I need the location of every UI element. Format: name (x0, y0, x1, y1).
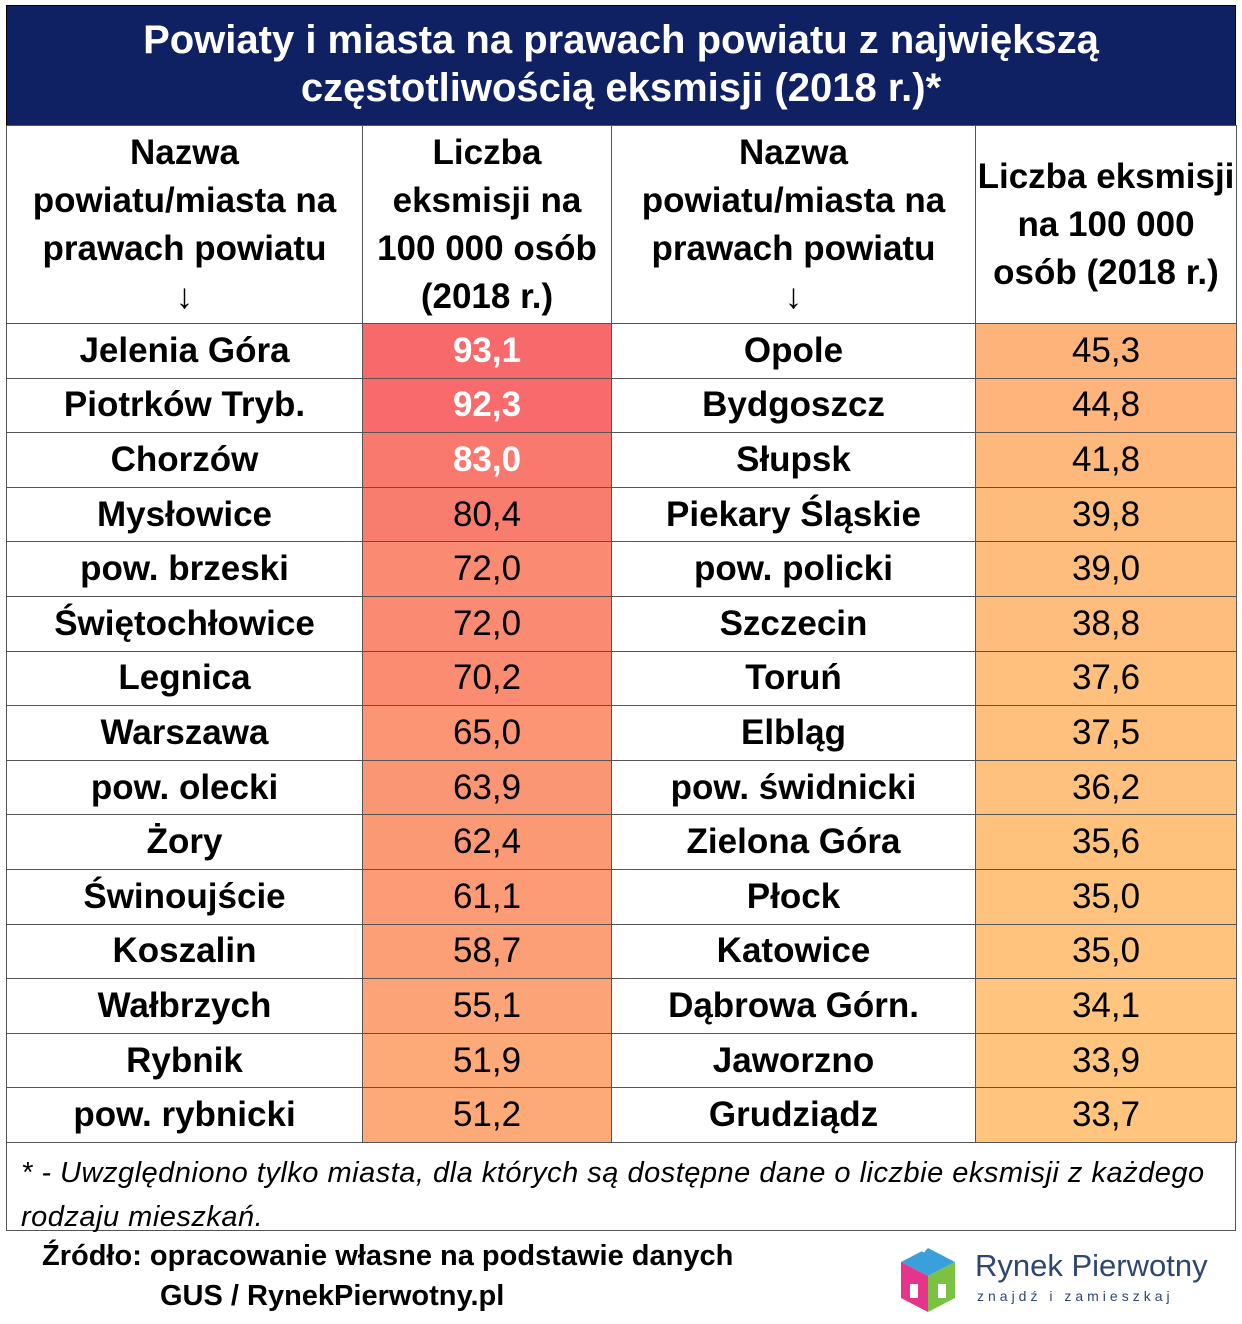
right-name-cell: Katowice (611, 923, 976, 980)
left-value-cell: 83,0 (362, 432, 612, 488)
left-value-cell: 63,9 (362, 759, 612, 816)
right-value-cell: 39,0 (975, 541, 1237, 597)
table-body: Jelenia Góra 93,1 Opole 45,3 Piotrków Tryb. 9… (6, 323, 1237, 1143)
down-arrow-icon: ↓ (784, 276, 803, 316)
right-name-cell: Opole (611, 323, 976, 379)
table-row: Świnoujście 61,1 Płock 35,0 (6, 868, 1237, 925)
right-value-cell: 39,8 (975, 486, 1237, 543)
left-value-cell: 70,2 (362, 650, 612, 707)
table-row: Mysłowice 80,4 Piekary Śląskie 39,8 (6, 486, 1237, 543)
right-name-cell: Szczecin (611, 595, 976, 652)
left-name-cell: Legnica (6, 650, 363, 707)
logo-house-icon (901, 1245, 955, 1312)
source-note: Źródło: opracowanie własne na podstawie … (20, 1236, 860, 1316)
right-value-cell: 33,7 (975, 1087, 1237, 1143)
left-value-cell: 65,0 (362, 705, 612, 761)
source-line-1: Źródło: opracowanie własne na podstawie … (42, 1240, 734, 1272)
right-value-cell: 35,0 (975, 868, 1237, 925)
header-name-right: Nazwa powiatu/miasta na prawach powiatu ↓ (611, 125, 976, 324)
right-name-cell: pow. świdnicki (611, 759, 976, 816)
header-name-left: Nazwa powiatu/miasta na prawach powiatu ↓ (6, 125, 363, 324)
left-value-cell: 58,7 (362, 923, 612, 980)
left-value-cell: 62,4 (362, 814, 612, 870)
left-value-cell: 72,0 (362, 595, 612, 652)
right-value-cell: 35,6 (975, 814, 1237, 870)
left-value-cell: 61,1 (362, 868, 612, 925)
right-name-cell: Zielona Góra (611, 814, 976, 870)
right-value-cell: 37,6 (975, 650, 1237, 707)
table-row: Legnica 70,2 Toruń 37,6 (6, 650, 1237, 707)
eviction-table: Nazwa powiatu/miasta na prawach powiatu ↓… (6, 125, 1237, 1143)
right-value-cell: 35,0 (975, 923, 1237, 980)
left-value-cell: 51,2 (362, 1087, 612, 1143)
header-row: Nazwa powiatu/miasta na prawach powiatu ↓… (6, 125, 1237, 324)
right-value-cell: 41,8 (975, 432, 1237, 488)
right-value-cell: 45,3 (975, 323, 1237, 379)
table-row: pow. rybnicki 51,2 Grudziądz 33,7 (6, 1087, 1237, 1143)
table-row: Jelenia Góra 93,1 Opole 45,3 (6, 323, 1237, 379)
right-name-cell: Jaworzno (611, 1032, 976, 1089)
left-name-cell: Żory (6, 814, 363, 870)
right-value-cell: 44,8 (975, 377, 1237, 434)
left-value-cell: 92,3 (362, 377, 612, 434)
right-name-cell: Bydgoszcz (611, 377, 976, 434)
left-name-cell: Chorzów (6, 432, 363, 488)
logo: Rynek Pierwotny znajdź i zamieszkaj (893, 1240, 1233, 1318)
header-value-left: Liczba eksmisji na 100 000 osób (2018 r.… (362, 125, 612, 324)
down-arrow-icon: ↓ (175, 276, 194, 316)
table-title: Powiaty i miasta na prawach powiatu z na… (6, 5, 1236, 126)
source-line-2: GUS / RynekPierwotny.pl (160, 1280, 505, 1312)
left-value-cell: 93,1 (362, 323, 612, 379)
table-row: Żory 62,4 Zielona Góra 35,6 (6, 814, 1237, 870)
left-value-cell: 72,0 (362, 541, 612, 597)
left-name-cell: Mysłowice (6, 486, 363, 543)
left-name-cell: Wałbrzych (6, 978, 363, 1034)
right-value-cell: 38,8 (975, 595, 1237, 652)
left-name-cell: pow. brzeski (6, 541, 363, 597)
right-name-cell: Elbląg (611, 705, 976, 761)
header-value-right: Liczba eksmisji na 100 000 osób (2018 r.… (975, 125, 1237, 324)
right-name-cell: Toruń (611, 650, 976, 707)
left-name-cell: Koszalin (6, 923, 363, 980)
left-name-cell: Warszawa (6, 705, 363, 761)
table-row: Rybnik 51,9 Jaworzno 33,9 (6, 1032, 1237, 1089)
table-row: Świętochłowice 72,0 Szczecin 38,8 (6, 595, 1237, 652)
left-name-cell: Piotrków Tryb. (6, 377, 363, 434)
right-name-cell: pow. policki (611, 541, 976, 597)
left-value-cell: 55,1 (362, 978, 612, 1034)
right-value-cell: 36,2 (975, 759, 1237, 816)
logo-name: Rynek Pierwotny (975, 1248, 1208, 1283)
right-name-cell: Dąbrowa Górn. (611, 978, 976, 1034)
left-name-cell: Świnoujście (6, 868, 363, 925)
left-value-cell: 51,9 (362, 1032, 612, 1089)
right-name-cell: Słupsk (611, 432, 976, 488)
left-name-cell: pow. rybnicki (6, 1087, 363, 1143)
left-name-cell: Świętochłowice (6, 595, 363, 652)
left-value-cell: 80,4 (362, 486, 612, 543)
table-row: Piotrków Tryb. 92,3 Bydgoszcz 44,8 (6, 377, 1237, 434)
right-value-cell: 34,1 (975, 978, 1237, 1034)
footnote: * - Uwzględniono tylko miasta, dla który… (6, 1141, 1236, 1233)
right-name-cell: Piekary Śląskie (611, 486, 976, 543)
right-name-cell: Płock (611, 868, 976, 925)
left-name-cell: Jelenia Góra (6, 323, 363, 379)
right-name-cell: Grudziądz (611, 1087, 976, 1143)
left-name-cell: pow. olecki (6, 759, 363, 816)
right-value-cell: 37,5 (975, 705, 1237, 761)
table-row: Chorzów 83,0 Słupsk 41,8 (6, 432, 1237, 488)
table-row: Wałbrzych 55,1 Dąbrowa Górn. 34,1 (6, 978, 1237, 1034)
table-row: pow. olecki 63,9 pow. świdnicki 36,2 (6, 759, 1237, 816)
logo-tagline: znajdź i zamieszkaj (977, 1288, 1174, 1304)
table-row: pow. brzeski 72,0 pow. policki 39,0 (6, 541, 1237, 597)
table-row: Warszawa 65,0 Elbląg 37,5 (6, 705, 1237, 761)
table-row: Koszalin 58,7 Katowice 35,0 (6, 923, 1237, 980)
left-name-cell: Rybnik (6, 1032, 363, 1089)
right-value-cell: 33,9 (975, 1032, 1237, 1089)
